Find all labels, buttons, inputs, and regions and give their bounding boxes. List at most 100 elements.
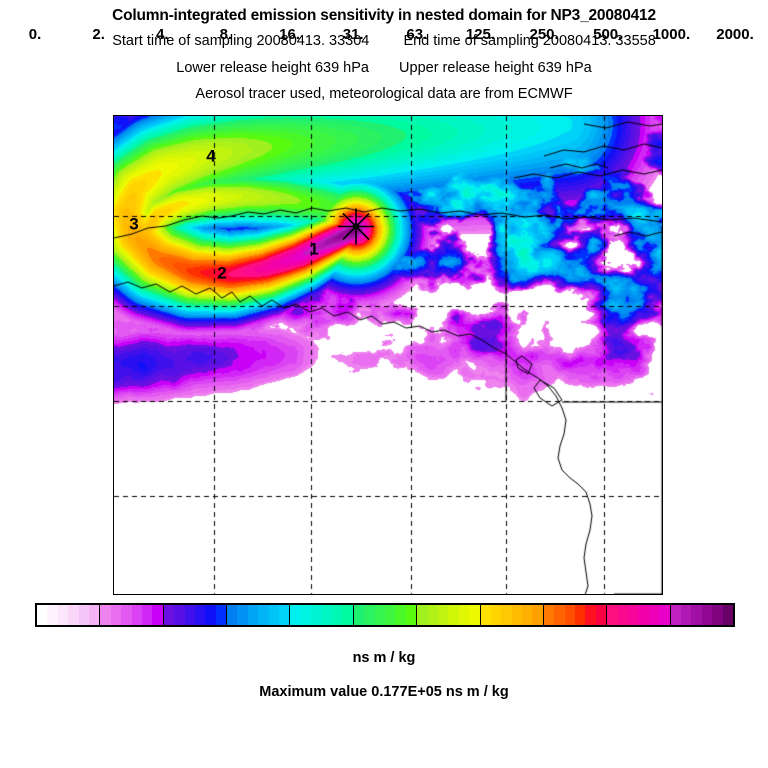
colorbar-step	[384, 605, 396, 625]
colorbar-step	[480, 605, 491, 625]
colorbar-tick-4: 16.	[279, 26, 300, 43]
colorbar-step	[648, 605, 660, 625]
colorbar-step	[194, 605, 206, 625]
colorbar-step	[659, 605, 670, 625]
colorbar-tick-labels: 0. 2. 4. 8. 16. 31. 63. 125. 250. 500. 1000. 2000.	[0, 26, 768, 46]
colorbar-tick-1: 2.	[92, 26, 105, 43]
colorbar-step	[205, 605, 216, 625]
colorbar-tick-11: 2000.	[716, 26, 754, 43]
colorbar-step	[511, 605, 523, 625]
emission-sensitivity-heatmap	[114, 116, 662, 594]
colorbar-step	[543, 605, 555, 625]
colorbar-step	[163, 605, 175, 625]
colorbar-step	[121, 605, 132, 625]
colorbar-step	[501, 605, 512, 625]
page-title: Column-integrated emission sensitivity i…	[112, 7, 656, 24]
colorbar-step	[247, 605, 259, 625]
colorbar-step	[722, 605, 733, 625]
upper-release-height-label: Upper release height 639 hPa	[399, 60, 592, 76]
colorbar-segment-0	[37, 605, 101, 625]
end-time-label: End time of sampling 20080413. 33558	[403, 33, 656, 49]
colorbar-segment-3	[227, 605, 291, 625]
colorbar-step	[131, 605, 142, 625]
colorbar-tick-10: 1000.	[652, 26, 691, 43]
colorbar-unit-label: ns m / kg	[352, 650, 416, 666]
colorbar-step	[628, 605, 639, 625]
colorbar-step	[215, 605, 227, 625]
colorbar-step	[268, 605, 280, 625]
colorbar-step	[47, 605, 58, 625]
colorbar-step	[617, 605, 629, 625]
colorbar-step	[638, 605, 649, 625]
start-time-label: Start time of sampling 20080413. 33304	[112, 33, 370, 49]
trajectory-marker-1: 1	[309, 239, 319, 259]
colorbar-tick-5: 31.	[342, 26, 364, 43]
colorbar-step	[680, 605, 692, 625]
colorbar-segment-9	[607, 605, 671, 625]
colorbar-step	[258, 605, 269, 625]
colorbar-step	[691, 605, 702, 625]
colorbar-tick-2: 4.	[156, 26, 169, 43]
lower-release-height-label: Lower release height 639 hPa	[176, 60, 369, 76]
colorbar-step	[311, 605, 322, 625]
map-plot-area: 1 2 3 4	[113, 115, 663, 595]
colorbar-step	[469, 605, 480, 625]
colorbar-step	[227, 605, 238, 625]
colorbar-step	[564, 605, 576, 625]
colorbar-step	[57, 605, 69, 625]
colorbar-tick-7: 125.	[465, 26, 496, 43]
colorbar-step	[332, 605, 343, 625]
trajectory-marker-4: 4	[206, 146, 216, 166]
colorbar-step	[374, 605, 385, 625]
colorbar-step	[321, 605, 332, 625]
colorbar-step	[342, 605, 353, 625]
colorbar-step	[279, 605, 290, 625]
colorbar-step	[554, 605, 565, 625]
maximum-value-label: Maximum value 0.177E+05 ns m / kg	[259, 684, 509, 700]
colorbar-segment-6	[417, 605, 481, 625]
trajectory-marker-2: 2	[217, 263, 227, 283]
colorbar-step	[37, 605, 48, 625]
colorbar-step	[100, 605, 111, 625]
colorbar	[35, 603, 735, 627]
colorbar-step	[237, 605, 248, 625]
colorbar-gradient	[35, 603, 735, 627]
colorbar-step	[701, 605, 713, 625]
colorbar-step	[448, 605, 459, 625]
colorbar-segment-8	[543, 605, 608, 625]
colorbar-tick-8: 250.	[529, 26, 559, 43]
tracer-info-label: Aerosol tracer used, meteorological data…	[195, 86, 573, 102]
colorbar-segment-4	[290, 605, 354, 625]
sampling-time-line: Start time of sampling 20080413. 33304 E…	[0, 33, 768, 49]
colorbar-step	[575, 605, 586, 625]
colorbar-step	[88, 605, 100, 625]
colorbar-segment-10	[670, 605, 733, 625]
colorbar-step	[417, 605, 428, 625]
release-height-line: Lower release height 639 hPa Upper relea…	[0, 60, 768, 76]
colorbar-segment-1	[100, 605, 164, 625]
colorbar-step	[152, 605, 163, 625]
colorbar-step	[607, 605, 618, 625]
colorbar-step	[458, 605, 470, 625]
colorbar-step	[712, 605, 723, 625]
release-point-star-icon	[335, 206, 377, 253]
colorbar-step	[78, 605, 89, 625]
colorbar-tick-9: 500.	[593, 26, 623, 43]
colorbar-step	[364, 605, 375, 625]
colorbar-step	[353, 605, 365, 625]
colorbar-step	[405, 605, 417, 625]
colorbar-step	[490, 605, 502, 625]
colorbar-step	[174, 605, 185, 625]
colorbar-step	[585, 605, 596, 625]
colorbar-step	[532, 605, 543, 625]
colorbar-step	[522, 605, 533, 625]
colorbar-step	[110, 605, 122, 625]
colorbar-tick-0: 0.	[28, 26, 42, 43]
colorbar-segment-7	[480, 605, 544, 625]
colorbar-step	[427, 605, 438, 625]
colorbar-step	[595, 605, 607, 625]
colorbar-step	[437, 605, 449, 625]
colorbar-tick-3: 8.	[219, 26, 233, 43]
colorbar-step	[141, 605, 153, 625]
trajectory-marker-3: 3	[129, 214, 139, 234]
